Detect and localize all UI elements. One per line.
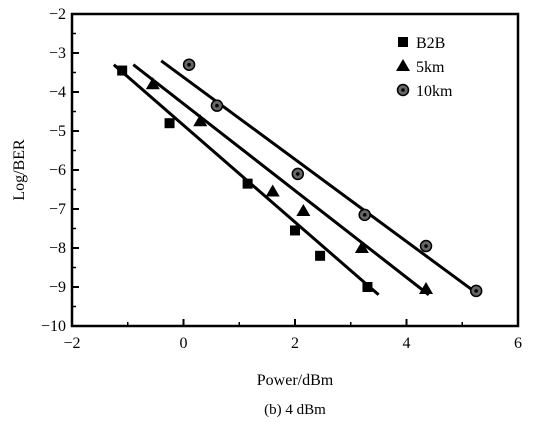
marker-10km <box>469 284 483 298</box>
y-tick-label: −2 <box>49 6 66 23</box>
y-axis-label: Log/BER <box>11 139 28 201</box>
marker-b2b <box>164 118 175 129</box>
x-tick-label: 0 <box>180 335 188 352</box>
fit-line-10km <box>160 59 478 295</box>
data-markers <box>117 58 483 298</box>
x-tick-label: −2 <box>63 335 80 352</box>
legend-label-10km: 10km <box>416 83 453 100</box>
y-tick-label: −7 <box>49 201 66 218</box>
marker-b2b <box>242 178 253 189</box>
marker-10km-center <box>215 103 219 108</box>
legend-label-b2b: B2B <box>416 35 445 52</box>
y-tick-label: −5 <box>49 123 66 140</box>
chart-caption: (b) 4 dBm <box>264 402 326 418</box>
marker-10km <box>419 239 433 253</box>
marker-10km <box>358 208 371 222</box>
marker-10km <box>210 99 224 112</box>
legend-marker-b2b <box>398 37 408 47</box>
legend-marker-10km <box>396 83 410 97</box>
marker-b2b <box>315 250 326 261</box>
y-tick-label: −8 <box>49 240 66 257</box>
y-tick-label: −10 <box>41 318 66 335</box>
marker-10km-center <box>424 244 428 248</box>
marker-b2b <box>117 65 128 76</box>
x-tick-label: 4 <box>403 335 411 352</box>
legend-marker-10km-center <box>401 88 405 92</box>
legend-label-5km: 5km <box>416 59 445 76</box>
legend: B2B 5km 10km <box>396 35 453 100</box>
legend-marker-5km <box>396 59 410 71</box>
marker-10km-center <box>295 172 300 176</box>
y-tick-label: −4 <box>49 84 66 101</box>
axis-tick-labels: −2 0 2 4 6 −10 −9 −8 −7 −6 −5 −4 −3 −2 <box>41 6 522 352</box>
marker-5km <box>296 203 311 216</box>
x-axis-label: Power/dBm <box>257 372 334 389</box>
axis-ticks <box>71 13 519 327</box>
marker-10km-center <box>362 213 367 217</box>
y-tick-label: −3 <box>49 45 66 62</box>
y-tick-label: −9 <box>49 279 66 296</box>
marker-b2b <box>362 282 373 292</box>
marker-b2b <box>290 225 300 236</box>
marker-10km <box>291 167 305 181</box>
marker-5km <box>419 281 434 294</box>
fit-line-5km <box>132 63 430 296</box>
marker-5km <box>265 184 280 197</box>
y-tick-label: −6 <box>49 162 66 179</box>
marker-5km <box>354 241 369 253</box>
x-tick-label: 2 <box>291 335 299 352</box>
marker-5km <box>193 114 208 127</box>
marker-10km-center <box>474 289 478 293</box>
marker-10km <box>182 58 196 71</box>
x-tick-label: 6 <box>514 335 522 352</box>
marker-10km-center <box>187 62 191 67</box>
marker-5km <box>145 77 160 90</box>
